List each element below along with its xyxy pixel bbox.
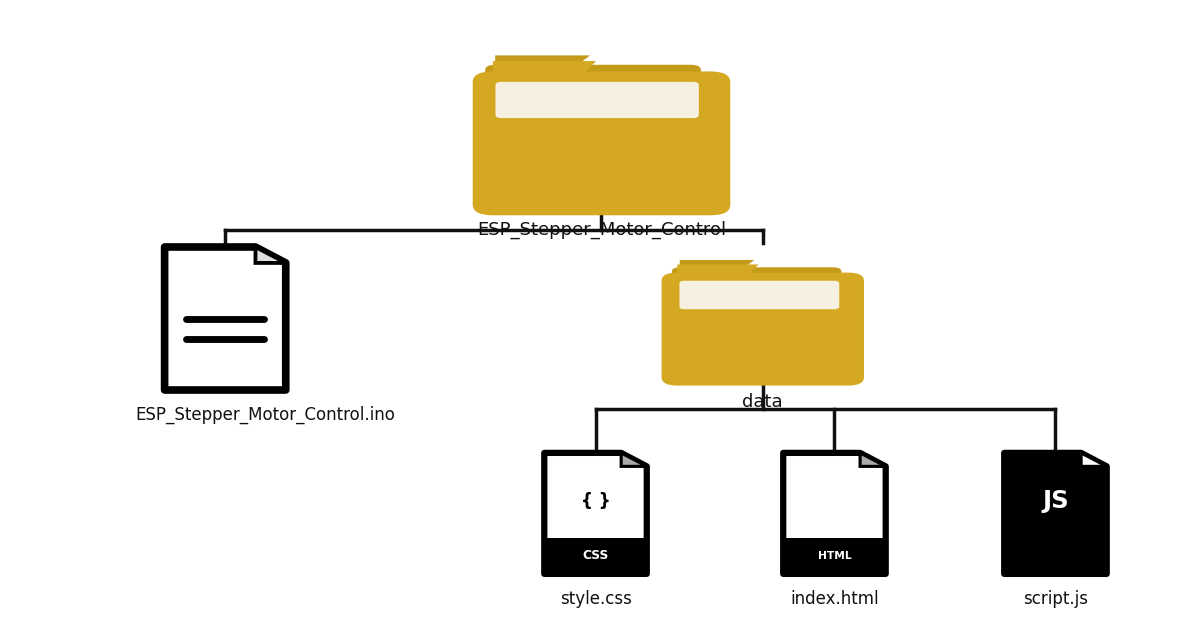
FancyBboxPatch shape (496, 82, 699, 118)
Text: data: data (742, 393, 783, 411)
Polygon shape (493, 61, 595, 82)
Text: { }: { } (581, 492, 610, 510)
Polygon shape (621, 453, 647, 466)
FancyBboxPatch shape (473, 71, 730, 215)
Text: JS: JS (1042, 489, 1068, 513)
FancyBboxPatch shape (680, 281, 840, 309)
Polygon shape (680, 260, 754, 272)
Text: index.html: index.html (790, 590, 878, 608)
Polygon shape (1005, 453, 1107, 574)
Text: script.js: script.js (1023, 590, 1088, 608)
FancyBboxPatch shape (485, 65, 701, 203)
FancyBboxPatch shape (671, 268, 841, 376)
Text: CSS: CSS (582, 549, 609, 562)
Bar (544, 538, 647, 574)
Polygon shape (255, 247, 286, 263)
Polygon shape (496, 55, 591, 71)
Text: HTML: HTML (818, 551, 852, 561)
Polygon shape (544, 453, 647, 574)
Text: style.css: style.css (559, 590, 632, 608)
Polygon shape (677, 264, 759, 281)
FancyBboxPatch shape (662, 273, 864, 385)
Polygon shape (783, 453, 885, 574)
Text: ESP_Stepper_Motor_Control: ESP_Stepper_Motor_Control (476, 220, 727, 239)
Text: ESP_Stepper_Motor_Control.ino: ESP_Stepper_Motor_Control.ino (136, 406, 396, 424)
Polygon shape (165, 247, 286, 390)
Polygon shape (1081, 453, 1107, 466)
Bar (783, 538, 885, 574)
Polygon shape (860, 453, 885, 466)
